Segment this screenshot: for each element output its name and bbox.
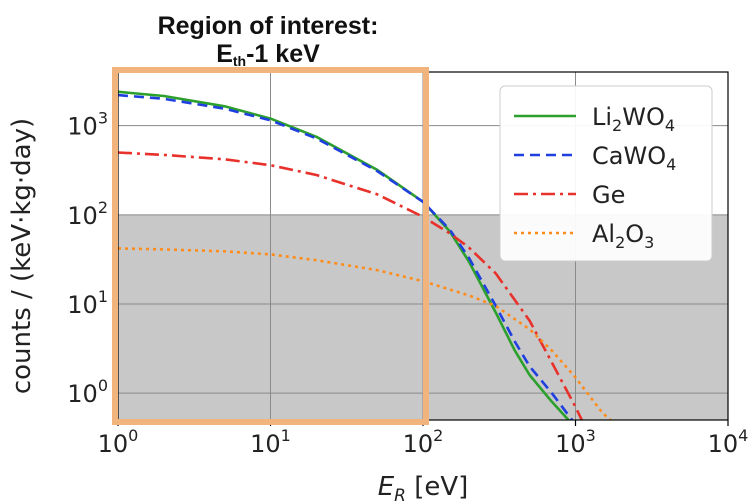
roi-title-rest: -1 keV: [246, 40, 320, 68]
series-line: [118, 93, 574, 420]
series-group: [118, 90, 612, 420]
legend-label: CaWO4: [592, 142, 676, 174]
roi-title-line1: Region of interest:: [157, 12, 379, 40]
series-line: [118, 151, 583, 420]
x-tick-label: 102: [403, 426, 444, 458]
roi-box: [112, 67, 429, 425]
y-tick-label: 101: [67, 287, 108, 319]
legend-label: Ge: [592, 181, 625, 209]
legend: Li2WO4 CaWO4 Ge Al2O3: [499, 85, 713, 262]
y-tick-label: 100: [67, 376, 108, 408]
legend-label: Li2WO4: [592, 103, 675, 135]
series-line: [118, 90, 570, 420]
series-line: [118, 247, 612, 420]
x-tick-label: 103: [555, 426, 596, 458]
y-axis-label: counts / (keV·kg·day): [7, 118, 37, 394]
legend-box: [499, 85, 713, 262]
x-tick-label: 104: [708, 426, 749, 458]
x-axis-label: ER [eV]: [378, 472, 469, 504]
y-tick-label: 102: [67, 198, 108, 230]
y-tick-label: 103: [67, 109, 108, 141]
roi-title-th: th: [232, 53, 247, 69]
axes: 100 101 102 103 104 100 101 102 103 ER [eV] counts…: [7, 67, 749, 504]
roi-title-e: E: [216, 40, 233, 68]
legend-label: Al2O3: [592, 220, 654, 252]
x-tick-label: 101: [250, 426, 291, 458]
roi-title-line2: Eth-1 keV: [118, 40, 418, 75]
x-tick-label: 100: [98, 426, 139, 458]
